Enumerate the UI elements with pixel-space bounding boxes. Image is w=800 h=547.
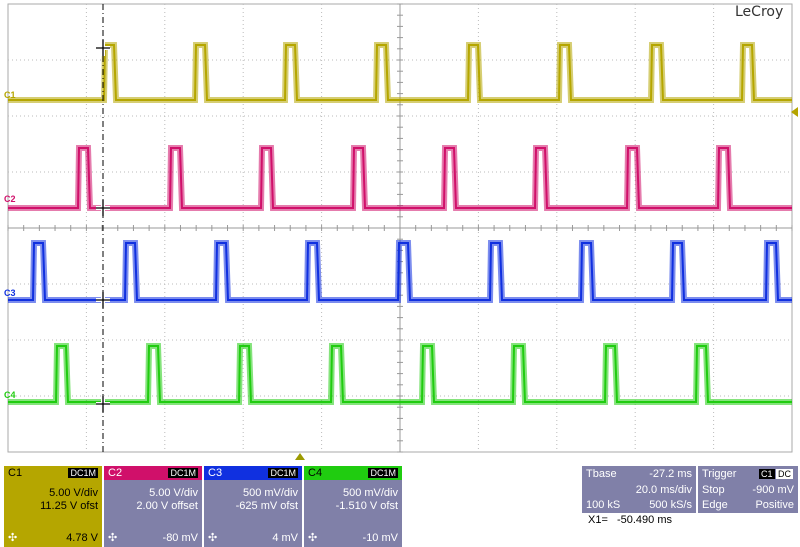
c1-panel-header: C1 DC1M	[4, 466, 102, 480]
c4-waveform	[8, 345, 792, 403]
cursor-marker	[96, 292, 110, 308]
trigger-coupling-badge: DC	[776, 469, 793, 479]
trigger-source-badge: C1	[759, 469, 775, 479]
timebase-samples: 100 kS	[586, 499, 621, 511]
c4-cursor-icon: ✣	[308, 532, 318, 544]
c2-coupling-badge: DC1M	[168, 468, 198, 478]
c3-cursor-icon: ✣	[208, 532, 218, 544]
c2-name: C2	[108, 467, 123, 479]
c1-coupling-badge: DC1M	[68, 468, 98, 478]
trigger-mode: Stop	[702, 484, 725, 496]
waveform-graticule	[7, 3, 793, 453]
c2-panel-header: C2 DC1M	[104, 466, 202, 480]
timebase-rate: 500 kS/s	[649, 499, 692, 511]
c2-waveform	[8, 147, 792, 209]
cursor-label: X1=	[588, 514, 608, 526]
c4-readout: -10 mV	[362, 532, 398, 544]
c2-readout: -80 mV	[162, 532, 198, 544]
c4-coupling-badge: DC1M	[368, 468, 398, 478]
c4-name: C4	[308, 467, 323, 479]
cursor-marker	[96, 396, 110, 412]
c3-panel[interactable]: C3 DC1M 500 mV/div -625 mV ofst ✣ 4 mV	[204, 466, 302, 547]
c4-panel[interactable]: C4 DC1M 500 mV/div -1.510 V ofst ✣ -10 m…	[304, 466, 402, 547]
c2-cursor-icon: ✣	[108, 532, 118, 544]
waveform-display: LeCroy C1 C2 C3 C4	[4, 3, 798, 460]
c4-panel-header: C4 DC1M	[304, 466, 402, 480]
timebase-delay: -27.2 ms	[649, 468, 692, 480]
c2-vdiv: 5.00 V/div	[149, 487, 198, 499]
cursor-marker	[96, 200, 110, 216]
c1-trace-label: C1	[4, 90, 16, 100]
timebase-panel[interactable]: Tbase -27.2 ms 20.0 ms/div 100 kS 500 kS…	[582, 466, 696, 513]
c3-waveform	[8, 242, 792, 301]
cursor-marker	[96, 40, 110, 56]
c1-cursor-icon: ✣	[8, 532, 18, 544]
c3-panel-header: C3 DC1M	[204, 466, 302, 480]
c4-offset: -1.510 V ofst	[335, 500, 398, 512]
trigger-level: -900 mV	[752, 484, 794, 496]
c4-trace-label: C4	[4, 390, 16, 400]
trigger-label: Trigger	[702, 468, 737, 480]
trigger-type: Edge	[702, 499, 728, 511]
c4-vdiv: 500 mV/div	[342, 487, 398, 499]
trigger-slope: Positive	[755, 499, 794, 511]
c3-readout: 4 mV	[272, 532, 298, 544]
c2-trace-label: C2	[4, 194, 16, 204]
c1-offset: 11.25 V ofst	[40, 500, 98, 512]
brand-logo: LeCroy	[735, 4, 784, 20]
trigger-level-marker[interactable]	[791, 107, 798, 117]
c1-panel[interactable]: C1 DC1M 5.00 V/div 11.25 V ofst ✣ 4.78 V	[4, 466, 102, 547]
c2-offset: 2.00 V offset	[136, 500, 198, 512]
c1-vdiv: 5.00 V/div	[49, 487, 98, 499]
c3-vdiv: 500 mV/div	[242, 487, 298, 499]
timebase-label: Tbase	[586, 468, 617, 480]
c3-trace-label: C3	[4, 288, 16, 298]
timebase-tdiv: 20.0 ms/div	[635, 484, 692, 496]
cursor-readout: X1= -50.490 ms	[588, 514, 672, 526]
cursor-value: -50.490 ms	[616, 514, 672, 526]
c1-waveform	[8, 44, 792, 101]
trigger-position-marker[interactable]	[295, 453, 305, 460]
c3-name: C3	[208, 467, 223, 479]
c3-coupling-badge: DC1M	[268, 468, 298, 478]
trigger-panel[interactable]: Trigger C1 DC Stop -900 mV Edge Positive	[698, 466, 798, 513]
c2-panel[interactable]: C2 DC1M 5.00 V/div 2.00 V offset ✣ -80 m…	[104, 466, 202, 547]
c1-name: C1	[8, 467, 23, 479]
c3-offset: -625 mV ofst	[235, 500, 298, 512]
c1-readout: 4.78 V	[66, 532, 98, 544]
